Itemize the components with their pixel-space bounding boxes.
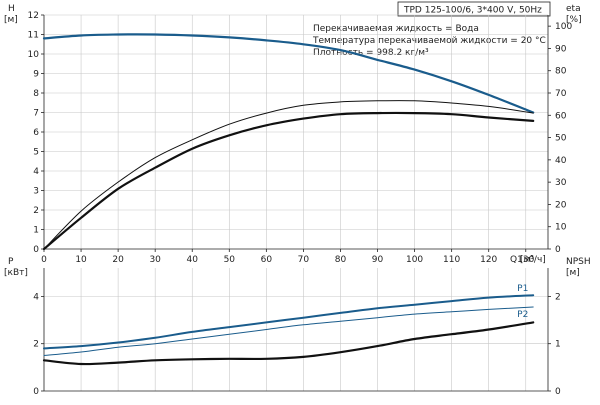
y-left-tick-label: 7 <box>33 109 39 119</box>
y-right-tick-label: 50 <box>555 134 567 144</box>
y-left-tick-label: 4 <box>33 292 39 302</box>
y-left-tick-label: 12 <box>28 11 39 21</box>
y-right-tick-label: 60 <box>555 111 567 121</box>
y-left-axis-unit: [м] <box>4 15 18 25</box>
x-tick-label: 90 <box>372 255 384 265</box>
x-tick-label: 10 <box>75 255 87 265</box>
series-label-P1: P1 <box>517 284 528 294</box>
x-tick-label: 40 <box>187 255 199 265</box>
info-line-liquid: Перекачиваемая жидкость = Вода <box>313 24 479 34</box>
y-left-tick-label: 5 <box>33 148 39 158</box>
model-badge-text: TPD 125-100/6, 3*400 V, 50Hz <box>403 6 542 16</box>
y-right-tick-label: 2 <box>555 292 561 302</box>
series-line-P1 <box>43 294 535 350</box>
y-left-tick-label: 2 <box>33 340 39 350</box>
y-right-tick-label: 0 <box>555 245 561 255</box>
x-tick-label: 120 <box>480 255 497 265</box>
y-left-tick-label: 4 <box>33 167 39 177</box>
y-right-tick-label: 90 <box>555 44 567 54</box>
y-right-axis-unit: [м] <box>566 268 580 278</box>
y-right-axis-label: eta <box>566 4 581 14</box>
y-left-axis-label: P <box>8 257 14 267</box>
y-right-axis-label: NPSH <box>566 257 591 267</box>
x-tick-label: 70 <box>298 255 310 265</box>
x-tick-label: 60 <box>261 255 273 265</box>
x-tick-label: 0 <box>41 255 47 265</box>
model-badge <box>397 1 551 17</box>
y-right-tick-label: 100 <box>555 22 572 32</box>
series-label-P2: P2 <box>517 310 528 320</box>
y-right-tick-label: 70 <box>555 89 567 99</box>
x-axis-unit: [м³/ч] <box>520 255 546 265</box>
y-right-tick-label: 40 <box>555 156 567 166</box>
x-tick-label: 30 <box>149 255 161 265</box>
x-axis-label: Q <box>510 255 517 265</box>
x-tick-label: 110 <box>443 255 460 265</box>
y-left-axis-label: H <box>8 4 15 14</box>
y-left-tick-label: 3 <box>33 187 39 197</box>
x-tick-label: 50 <box>224 255 236 265</box>
y-right-axis-unit: [%] <box>566 15 582 25</box>
y-right-tick-label: 10 <box>555 223 567 233</box>
series-line-eta-thick <box>42 111 535 251</box>
series-line-NPSH <box>42 321 535 366</box>
y-left-tick-label: 1 <box>33 226 39 236</box>
y-left-tick-label: 0 <box>33 387 39 397</box>
y-left-tick-label: 10 <box>28 50 40 60</box>
y-left-tick-label: 11 <box>28 31 39 41</box>
info-line-density: Плотность = 998.2 кг/м³ <box>313 48 429 58</box>
y-right-tick-label: 20 <box>555 200 567 210</box>
x-tick-label: 20 <box>112 255 124 265</box>
x-tick-label: 80 <box>335 255 347 265</box>
series-line-eta-thin <box>43 100 534 250</box>
x-tick-label: 100 <box>406 255 423 265</box>
info-line-temperature: Температура перекачиваемой жидкости = 20… <box>312 36 546 46</box>
y-left-tick-label: 6 <box>33 128 39 138</box>
y-left-tick-label: 8 <box>33 89 39 99</box>
y-left-tick-label: 2 <box>33 206 39 216</box>
y-left-axis-unit: [кВт] <box>4 268 28 278</box>
y-right-tick-label: 80 <box>555 67 567 77</box>
chart-layer: 01234567891011120102030405060708090100H[… <box>4 4 591 397</box>
y-right-tick-label: 0 <box>555 387 561 397</box>
y-left-tick-label: 9 <box>33 70 39 80</box>
y-right-tick-label: 30 <box>555 178 567 188</box>
y-left-tick-label: 0 <box>33 245 39 255</box>
x-tick-label: 130 <box>517 255 534 265</box>
series-line-head <box>42 33 535 114</box>
y-right-tick-label: 1 <box>555 340 561 350</box>
series-line-P2 <box>43 306 534 356</box>
